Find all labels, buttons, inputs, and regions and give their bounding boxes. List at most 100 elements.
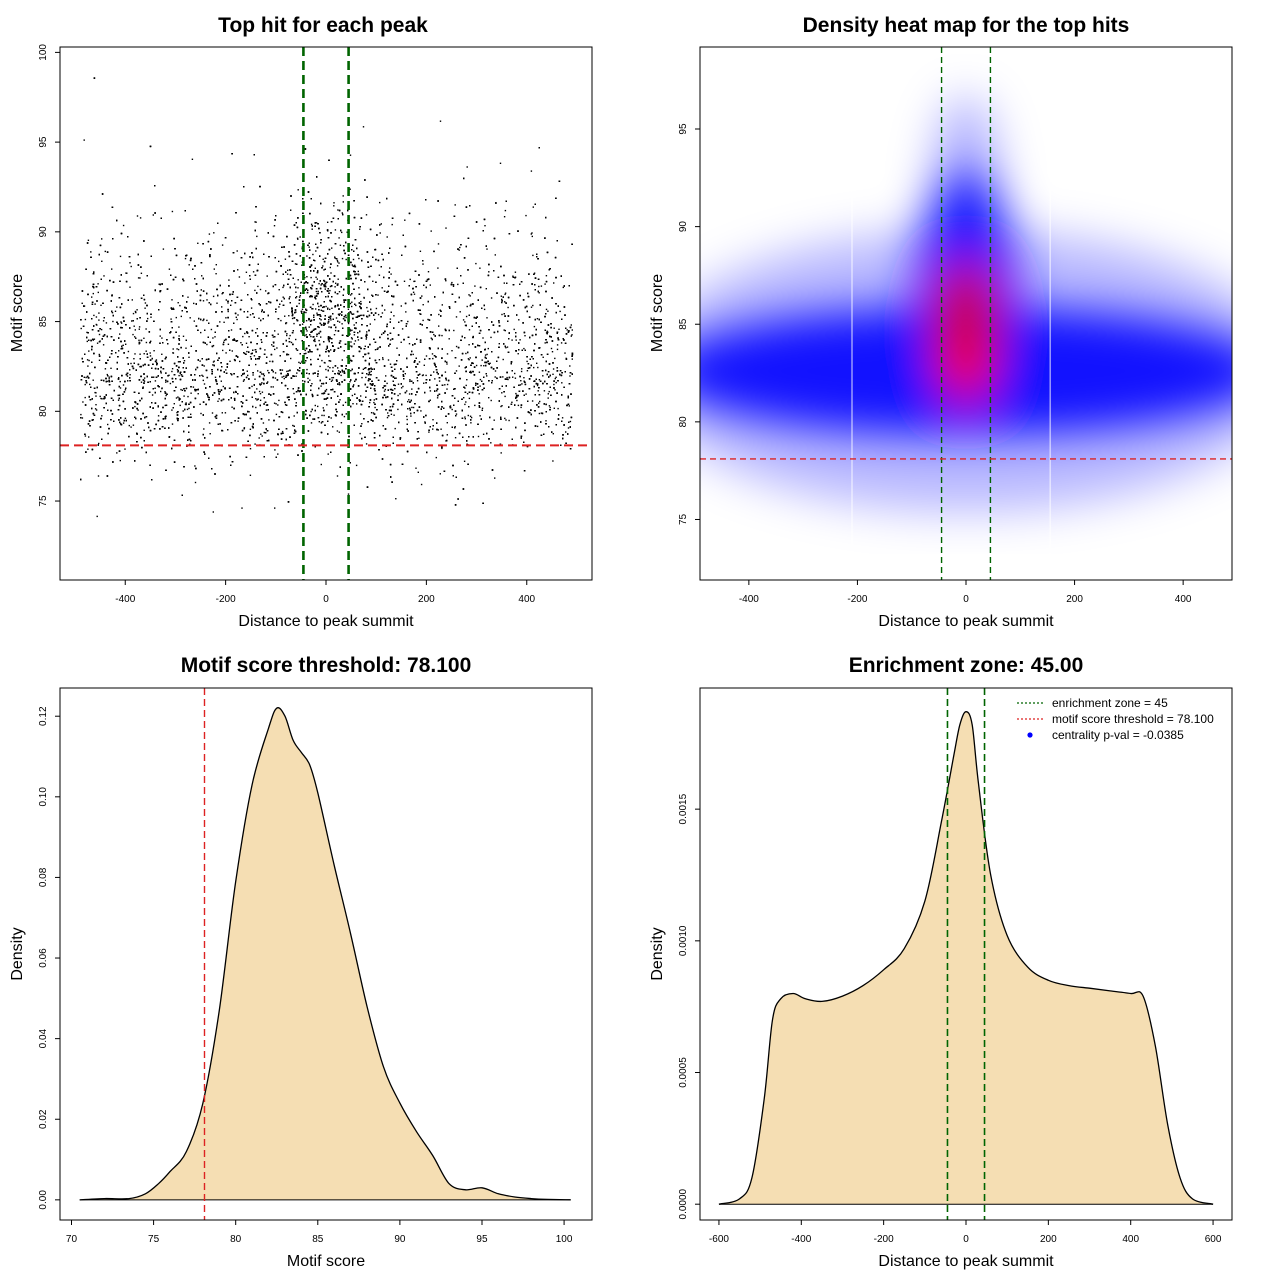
scatter-point [502,358,504,361]
scatter-point [370,412,373,414]
scatter-point [95,316,98,318]
scatter-point [218,392,220,395]
scatter-point [341,323,343,325]
scatter-point [370,367,372,369]
scatter-point [369,323,371,325]
scatter-point [446,353,449,355]
scatter-point [438,380,441,382]
scatter-point [554,377,556,380]
scatter-point [321,414,323,417]
scatter-point [160,390,162,393]
scatter-point [298,296,301,298]
scatter-point [212,511,214,513]
scatter-point [254,443,256,445]
scatter-point [255,363,257,366]
scatter-point [355,316,357,318]
scatter-point [96,515,98,518]
scatter-point [191,158,194,160]
scatter-point [330,380,333,382]
scatter-point [215,273,217,275]
scatter-point [329,266,331,269]
scatter-point [334,257,336,259]
scatter-point [292,424,294,427]
scatter-point [383,390,386,392]
scatter-point [286,333,288,335]
scatter-point [341,257,344,260]
scatter-point [339,313,341,315]
scatter-point [213,360,215,362]
scatter-point [129,374,131,376]
scatter-point [177,361,180,363]
scatter-point [489,362,491,364]
scatter-point [464,321,466,323]
scatter-point [357,339,360,341]
scatter-point [506,376,508,379]
scatter-point [338,321,341,323]
scatter-point [305,311,307,314]
scatter-point [275,413,278,416]
scatter-point [361,376,363,379]
scatter-point [185,402,187,404]
scatter-point [314,340,316,343]
scatter-point [322,306,324,309]
scatter-point [315,308,317,310]
scatter-point [394,384,396,387]
scatter-point [252,374,254,376]
scatter-point [85,376,87,379]
scatter-point [515,392,517,395]
scatter-point [431,353,434,355]
scatter-point [504,301,506,303]
scatter-point [420,410,422,412]
scatter-point [273,342,275,344]
scatter-point [320,284,322,286]
scatter-point [164,391,166,393]
scatter-point [464,387,466,389]
scatter-point [83,305,86,307]
scatter-point [545,275,548,277]
scatter-point [464,418,466,420]
scatter-point [133,325,135,327]
scatter-point [520,380,522,382]
scatter-point [117,399,120,401]
scatter-point [177,418,179,420]
scatter-point [359,399,361,402]
scatter-point [457,283,459,286]
scatter-point [202,379,204,382]
scatter-point [347,308,350,310]
scatter-point [361,314,363,316]
scatter-point [282,286,284,289]
scatter-point [332,426,334,428]
scatter-point [259,393,262,395]
scatter-point [487,347,489,350]
scatter-point [286,273,289,275]
scatter-point [106,373,108,376]
scatter-point [351,338,353,340]
scatter-point [314,260,316,262]
scatter-point [274,330,276,332]
scatter-point [515,339,517,341]
scatter-point [94,391,96,394]
scatter-point [96,387,98,389]
scatter-point [309,379,311,381]
scatter-point [214,336,216,338]
scatter-point [336,265,339,267]
scatter-point [304,349,306,352]
scatter-point [466,393,469,395]
scatter-point [211,412,214,414]
scatter-point [259,288,262,291]
scatter-point [136,309,138,311]
scatter-point [172,348,174,350]
scatter-point [310,422,313,424]
scatter-point [179,304,181,307]
scatter-point [299,294,301,297]
scatter-point [95,404,97,406]
scatter-point [389,388,392,391]
scatter-point [206,299,208,301]
scatter-point [168,374,170,376]
scatter-point [179,404,181,407]
scatter-point [451,408,453,411]
scatter-point [334,286,336,288]
scatter-point [406,418,408,421]
scatter-point [274,449,276,451]
scatter-point [559,310,561,313]
